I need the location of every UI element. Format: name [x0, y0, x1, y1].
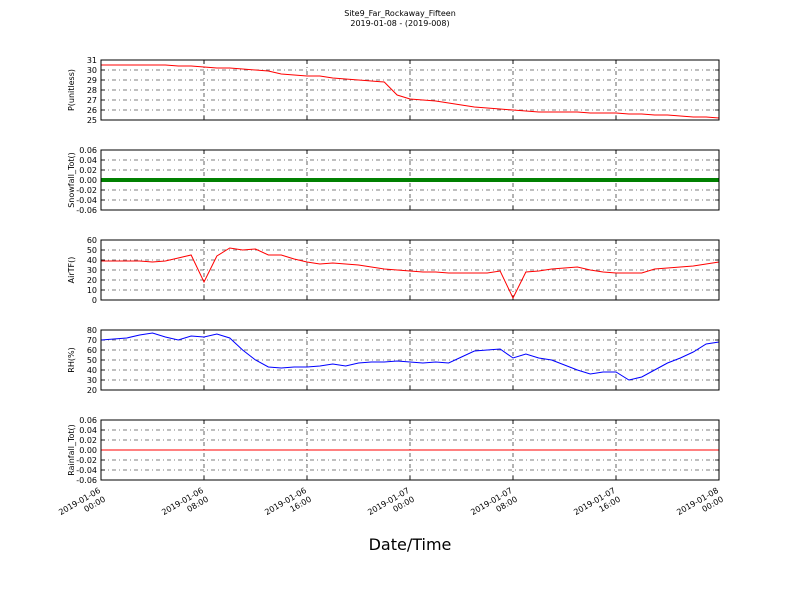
- subplot: -0.06-0.04-0.020.000.020.040.06 2019-01-0…: [57, 416, 725, 526]
- y-tick-label: -0.04: [76, 196, 97, 205]
- x-tick-label: 2019-01-0716:00: [572, 486, 622, 526]
- subplot: -0.06-0.04-0.020.000.020.040.06Snowfall_…: [67, 146, 720, 215]
- x-tick-label: 2019-01-0708:00: [469, 486, 519, 526]
- y-axis-label: Rainfall_Tot(): [67, 424, 76, 476]
- plot-frame: [100, 329, 720, 391]
- figure-subtitle: 2019-01-08 - (2019-008): [350, 19, 449, 28]
- y-axis-label: AirTF(): [67, 257, 76, 284]
- plot-frame: [100, 149, 720, 211]
- x-axis-label: Date/Time: [369, 535, 452, 554]
- y-axis-label: Snowfall_Tot(): [67, 152, 76, 208]
- y-tick-label: 30: [87, 266, 97, 275]
- y-tick-label: 0.00: [79, 446, 97, 455]
- y-tick-label: 31: [87, 56, 97, 65]
- y-tick-label: 0.04: [79, 426, 97, 435]
- y-tick-label: 70: [87, 336, 97, 345]
- y-tick-label: -0.06: [76, 476, 97, 485]
- y-tick-label: 26: [87, 106, 97, 115]
- y-tick-label: 0: [92, 296, 97, 305]
- y-tick-label: 29: [87, 76, 97, 85]
- x-tick-label: 2019-01-0700:00: [366, 486, 416, 526]
- y-tick-label: 28: [87, 86, 97, 95]
- x-tick-label: 2019-01-0616:00: [263, 486, 313, 526]
- data-line: [100, 332, 720, 381]
- y-tick-label: 50: [87, 356, 97, 365]
- y-tick-label: -0.02: [76, 456, 97, 465]
- y-tick-label: 27: [87, 96, 97, 105]
- y-axis-label: P(unitless): [67, 69, 76, 111]
- figure-title: Site9_Far_Rockaway_Fifteen: [344, 9, 456, 18]
- y-tick-label: 0.04: [79, 156, 97, 165]
- x-tick-label: 2019-01-0600:00: [57, 486, 107, 526]
- y-tick-label: 60: [87, 236, 97, 245]
- plot-frame: [100, 239, 720, 301]
- y-tick-label: 25: [87, 116, 97, 125]
- y-tick-label: 0.02: [79, 436, 97, 445]
- y-tick-label: 0.06: [79, 416, 97, 425]
- y-tick-label: 0.00: [79, 176, 97, 185]
- data-line: [101, 64, 720, 119]
- y-axis-label: RH(%): [67, 347, 76, 372]
- y-tick-label: 80: [87, 326, 97, 335]
- y-tick-label: 50: [87, 246, 97, 255]
- plot-frame: [100, 419, 720, 481]
- y-tick-label: 30: [87, 376, 97, 385]
- y-tick-label: -0.04: [76, 466, 97, 475]
- y-tick-label: 20: [87, 276, 97, 285]
- y-tick-label: 0.06: [79, 146, 97, 155]
- y-tick-label: 20: [87, 386, 97, 395]
- y-tick-label: -0.02: [76, 186, 97, 195]
- y-tick-label: 0.02: [79, 166, 97, 175]
- data-line: [101, 247, 720, 300]
- y-tick-label: 30: [87, 66, 97, 75]
- x-tick-label: 2019-01-0800:00: [675, 486, 725, 526]
- plot-frame: [100, 59, 720, 121]
- y-tick-label: 40: [87, 256, 97, 265]
- y-tick-label: -0.06: [76, 206, 97, 215]
- x-tick-label: 2019-01-0608:00: [160, 486, 210, 526]
- y-tick-label: 10: [87, 286, 97, 295]
- y-tick-label: 60: [87, 346, 97, 355]
- y-tick-label: 40: [87, 366, 97, 375]
